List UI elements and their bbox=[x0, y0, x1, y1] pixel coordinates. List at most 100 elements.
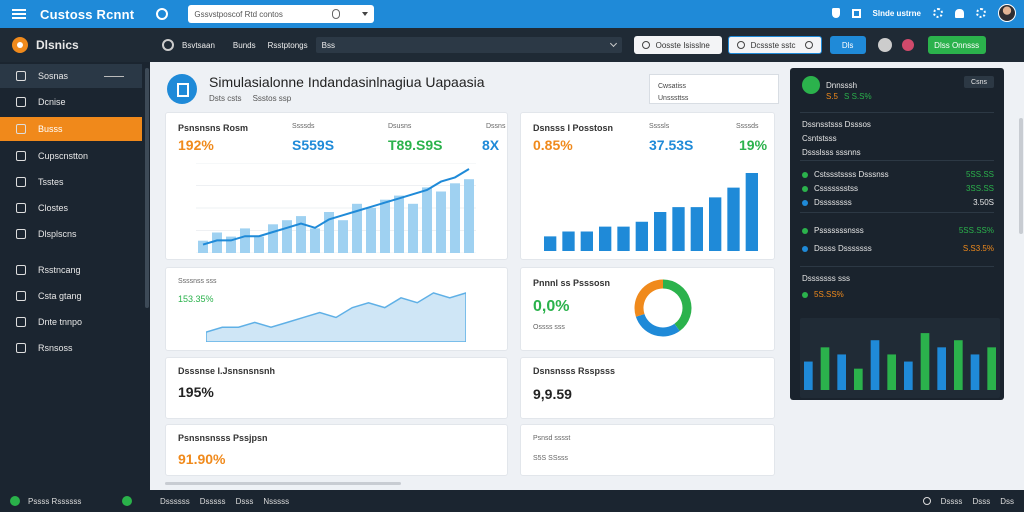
bar bbox=[580, 231, 593, 251]
bar bbox=[599, 226, 612, 251]
clock-icon bbox=[16, 317, 26, 327]
card-metric: 0.85% bbox=[533, 137, 573, 153]
card-title: Pnnnl ss Psssosn bbox=[533, 278, 611, 288]
panel-close-button[interactable]: Csns bbox=[964, 76, 994, 88]
globe-icon bbox=[16, 229, 26, 239]
toolbar-label: Bsvtsaan bbox=[182, 40, 215, 50]
blue-action-button[interactable]: Dls bbox=[829, 36, 866, 54]
status-item[interactable]: Dsss bbox=[235, 496, 254, 506]
panel-list-item[interactable]: Dssslsss sssnns bbox=[802, 148, 861, 157]
insights-panel: Dnnsssh Csns S.5 S S.S% Dssnsstsss Dssso… bbox=[790, 68, 1004, 400]
card-summary-1[interactable]: Dsssnse I.Jsnsnsnsnh 195% bbox=[165, 357, 508, 419]
sidebar-item-label: Busss bbox=[38, 124, 63, 134]
status-circle-icon[interactable] bbox=[922, 497, 931, 505]
help-icon[interactable] bbox=[156, 8, 169, 20]
avatar[interactable] bbox=[998, 4, 1016, 22]
card-summary-2[interactable]: Dsnsnsss Rsspsss 9,9.59 bbox=[520, 357, 775, 419]
settings-icon[interactable] bbox=[976, 8, 986, 18]
toolbar-search-field[interactable]: Dcssste sstc bbox=[727, 36, 822, 54]
area-series bbox=[206, 292, 466, 342]
bar bbox=[820, 347, 830, 390]
sidebar-item[interactable]: Dnte tnnpo bbox=[0, 310, 150, 334]
sidebar-item-label: Csta gtang bbox=[38, 291, 82, 301]
toolbar-filter-input[interactable]: Bss bbox=[315, 37, 622, 53]
card-performance[interactable]: Psnsnsns Rosm 192% Ssssds S559S Dsusns T… bbox=[165, 112, 508, 260]
clear-icon[interactable] bbox=[804, 41, 813, 49]
calendar-icon[interactable] bbox=[851, 8, 861, 18]
sidebar-item-label: Clostes bbox=[38, 203, 69, 213]
sidebar-item[interactable]: Busss bbox=[0, 117, 142, 141]
bar bbox=[562, 231, 575, 251]
card-title: Psnsnsns Rosm bbox=[178, 123, 249, 133]
sidebar-item[interactable]: Cupscnstton bbox=[0, 144, 150, 168]
card-summary-3[interactable]: Psnsnsnsss Pssjpsn 91.90% bbox=[165, 424, 508, 476]
card-label: Ossss sss bbox=[533, 324, 565, 331]
sidebar-item[interactable]: Dlsplscns bbox=[0, 222, 150, 246]
page-subtitle-1: Dsts csts bbox=[209, 94, 242, 103]
sidebar-item-label: Cupscnstton bbox=[38, 151, 89, 161]
chevron-down-icon[interactable] bbox=[362, 12, 369, 16]
user-icon[interactable] bbox=[877, 38, 892, 52]
bar bbox=[954, 340, 963, 390]
page-subtitle: Dsts csts Ssstos ssp bbox=[209, 94, 291, 103]
panel-list-item[interactable]: Dssnsstsss Dsssos bbox=[802, 120, 871, 129]
metric-value: 3SS.SS bbox=[965, 184, 994, 193]
status-toggle-icon[interactable] bbox=[122, 496, 132, 506]
card-title: Dsnsnsss Rsspsss bbox=[533, 366, 616, 376]
gear-icon[interactable] bbox=[933, 8, 943, 18]
card-label: Ssssds bbox=[736, 123, 759, 130]
toolbar-search-text: Dcssste sstc bbox=[750, 40, 796, 50]
status-right-item[interactable]: Dss bbox=[1000, 496, 1014, 506]
bar bbox=[212, 232, 222, 253]
mic-icon[interactable] bbox=[332, 9, 341, 19]
header-info-box[interactable]: Cwsatiss Unsssttss bbox=[649, 74, 779, 104]
chevron-down-icon[interactable] bbox=[609, 39, 617, 48]
bar bbox=[920, 333, 930, 390]
status-item[interactable]: Dsssss bbox=[199, 496, 226, 506]
tag-icon bbox=[16, 291, 26, 301]
card-share[interactable]: Pnnnl ss Psssosn 0,0% Ossss sss bbox=[520, 267, 775, 351]
bell-icon[interactable] bbox=[955, 8, 964, 18]
toolbar-button-1[interactable]: Oosste Isisslne bbox=[633, 36, 722, 54]
main-horizontal-scrollbar[interactable] bbox=[165, 482, 401, 485]
bar bbox=[352, 203, 362, 253]
panel-badge-value: S.5 bbox=[826, 92, 839, 101]
doc-icon bbox=[16, 177, 26, 187]
notification-icon[interactable] bbox=[901, 39, 914, 51]
menu-icon[interactable] bbox=[12, 9, 26, 19]
status-right-item[interactable]: Dsss bbox=[972, 496, 991, 506]
sidebar-item[interactable]: Rsnsoss bbox=[0, 336, 150, 360]
top-search-input[interactable]: Gssvstposcof Rtd contos bbox=[188, 5, 375, 23]
bar bbox=[422, 187, 432, 253]
bar bbox=[296, 216, 306, 253]
sidebar-item[interactable]: Tsstes bbox=[0, 170, 150, 194]
card-metric: 8X bbox=[482, 137, 500, 153]
sidebar-item[interactable]: Sosnas bbox=[0, 64, 142, 88]
bar bbox=[324, 212, 334, 253]
green-action-button[interactable]: Dlss Onnsss bbox=[927, 36, 986, 54]
status-item[interactable]: Nsssss bbox=[263, 496, 290, 506]
card-position[interactable]: Dsnsss I Posstosn 0.85% Ssssls 37.53S Ss… bbox=[520, 112, 775, 260]
bar bbox=[987, 347, 996, 390]
bar bbox=[366, 207, 376, 253]
bar bbox=[380, 199, 390, 253]
tab-1[interactable]: Bunds bbox=[232, 40, 256, 50]
card-trend[interactable]: Ssssnss sss 153.35% bbox=[165, 267, 508, 351]
sidebar-item[interactable]: Clostes bbox=[0, 196, 150, 220]
panel-list-item[interactable]: Csntstsss bbox=[802, 134, 837, 143]
tab-2[interactable]: Rsstptongs bbox=[267, 40, 308, 50]
shield-icon[interactable] bbox=[831, 8, 840, 18]
card-summary-4[interactable]: Psnsd sssst S5S SSsss bbox=[520, 424, 775, 476]
card-metric: 195% bbox=[178, 384, 214, 400]
top-user-label: Slnde ustrne bbox=[872, 8, 921, 18]
card-metric: S559S bbox=[292, 137, 335, 153]
status-right-item[interactable]: Dssss bbox=[940, 496, 963, 506]
main-vertical-scrollbar[interactable] bbox=[1019, 118, 1023, 234]
pie-icon bbox=[16, 151, 26, 161]
sidebar-item[interactable]: Rsstncang bbox=[0, 258, 150, 282]
sidebar-item[interactable]: Dcnise bbox=[0, 90, 150, 114]
sidebar-item[interactable]: Csta gtang bbox=[0, 284, 150, 308]
header-box-line-2: Unsssttss bbox=[658, 95, 689, 102]
sidebar-scrollbar[interactable] bbox=[145, 68, 149, 308]
status-item[interactable]: Dssssss bbox=[160, 496, 190, 506]
